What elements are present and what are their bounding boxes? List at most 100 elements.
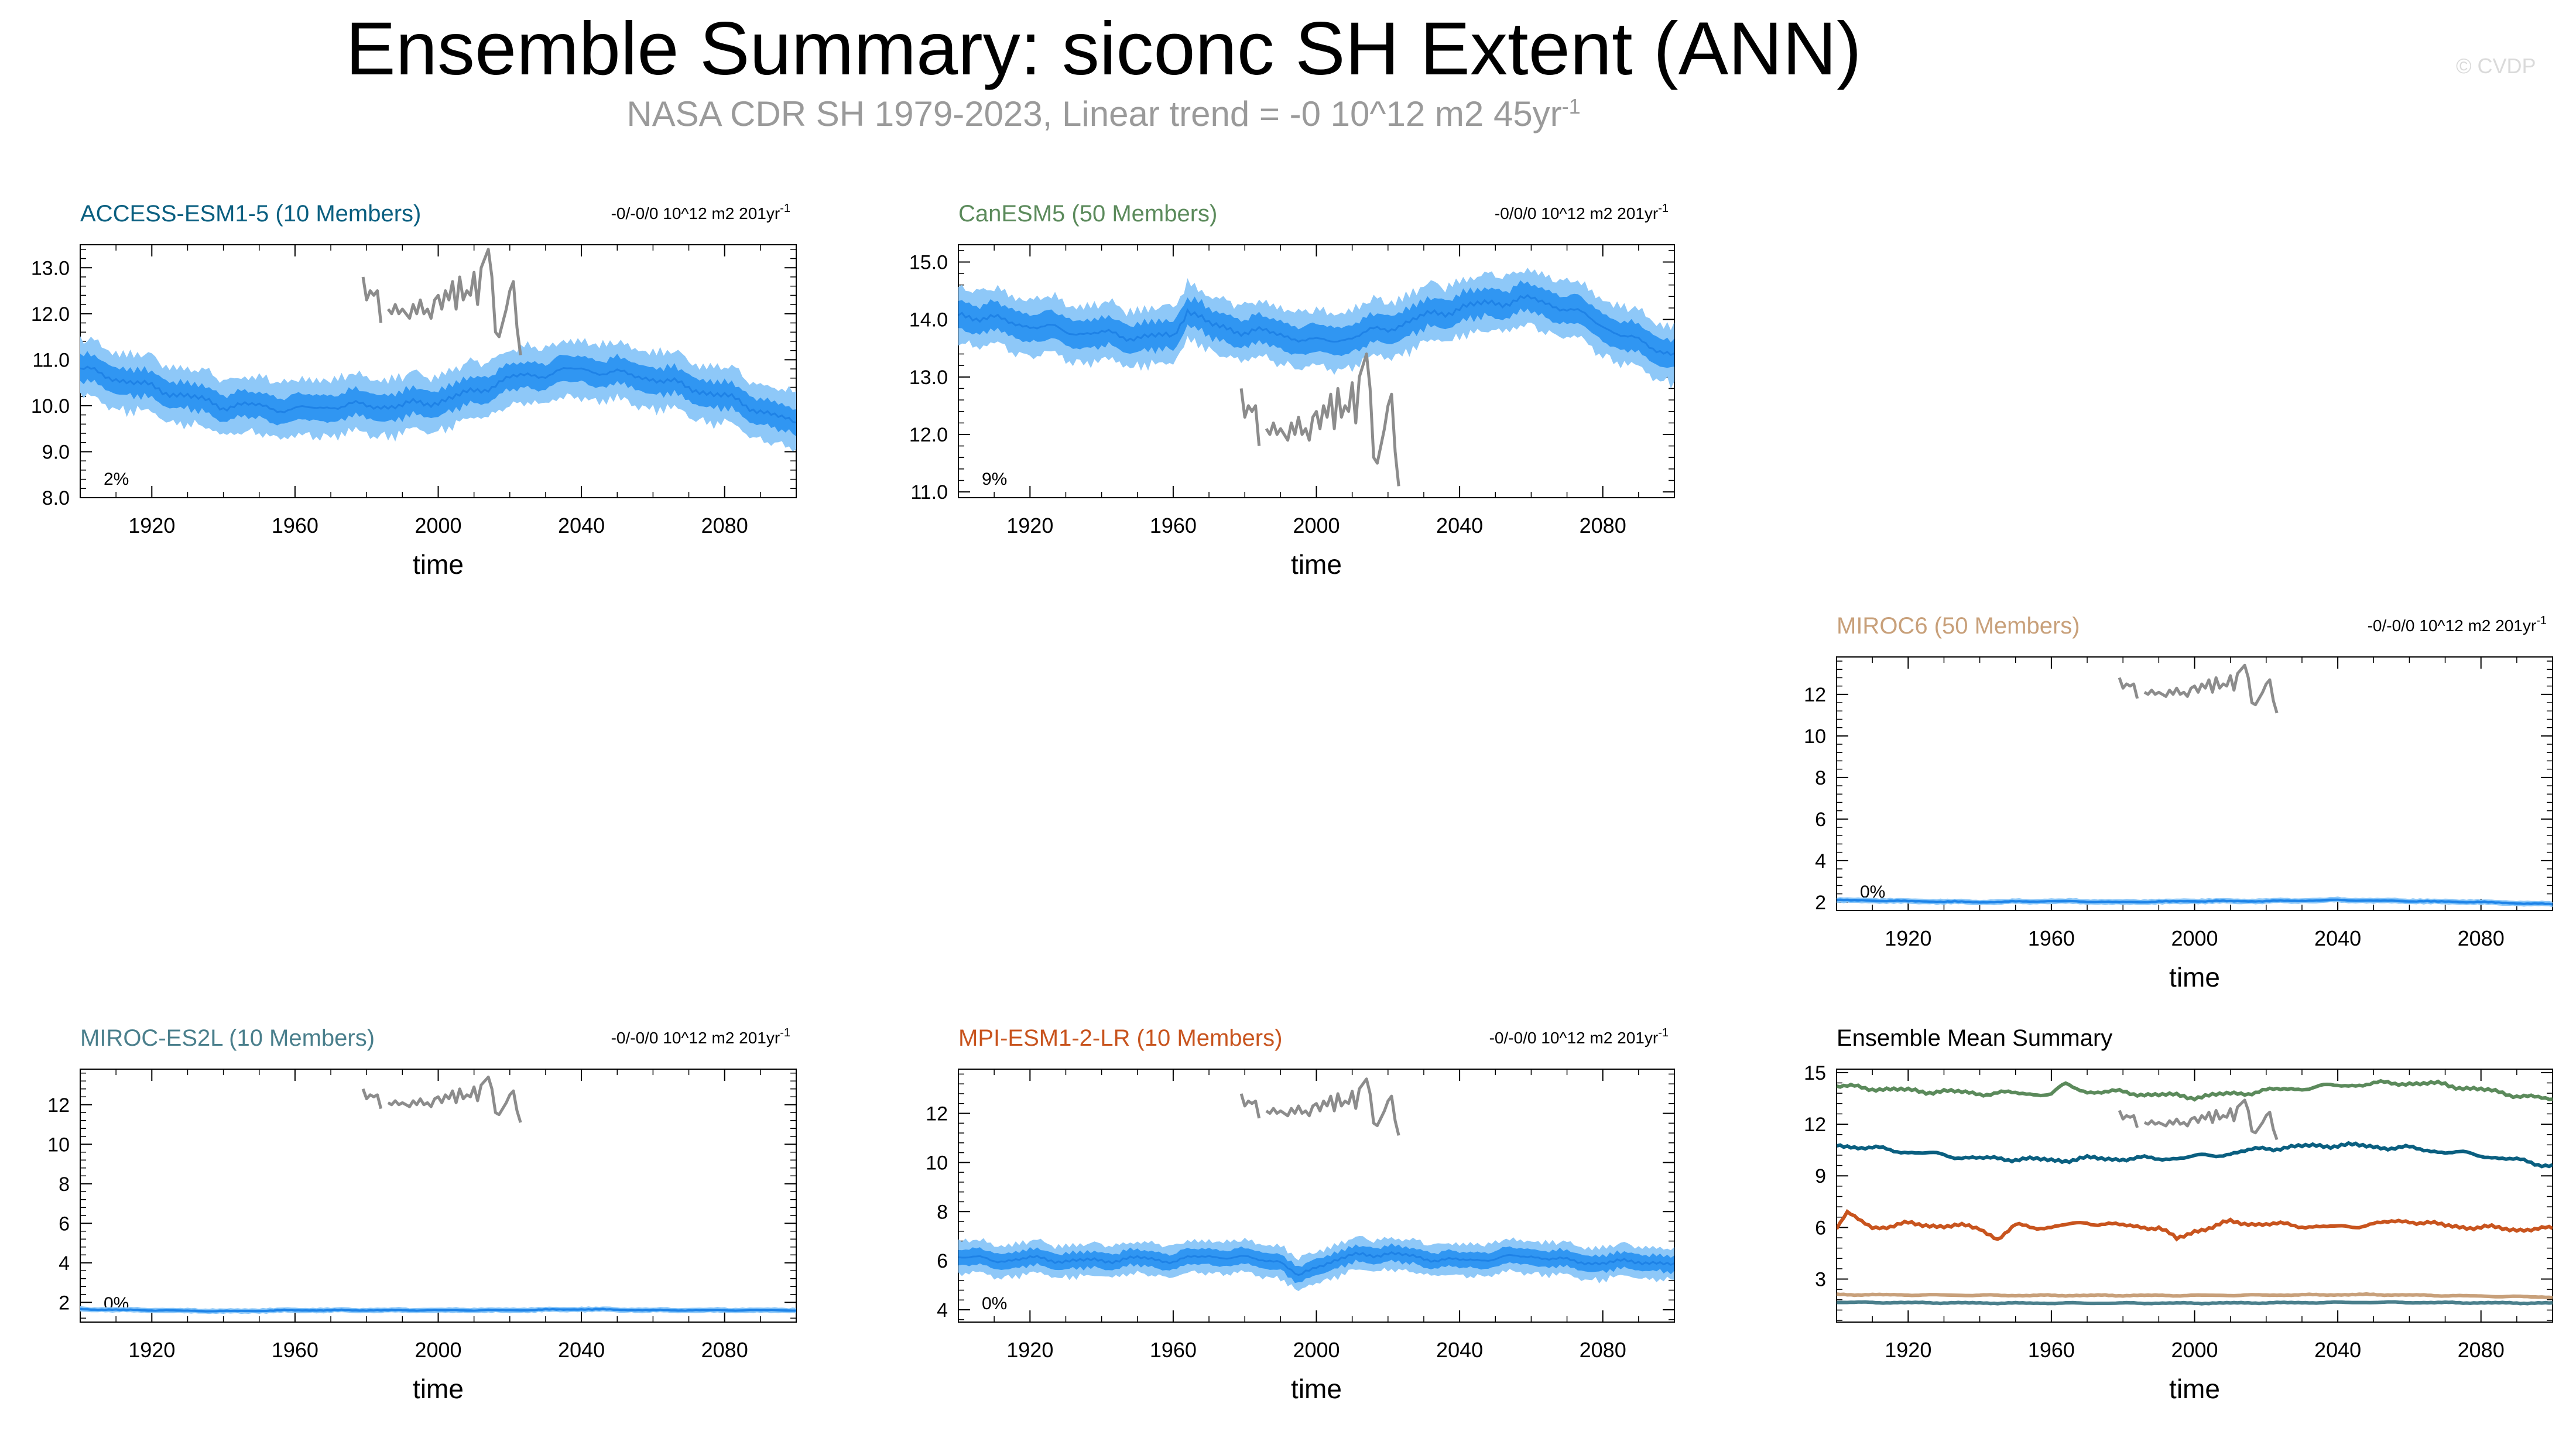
- x-tick-label: 1920: [128, 513, 175, 538]
- x-tick-label: 2080: [701, 513, 748, 538]
- x-tick-label: 2000: [2171, 926, 2218, 950]
- x-tick-label: 2040: [1436, 513, 1483, 538]
- observed-line: [1241, 354, 1399, 487]
- trend-label-superscript: -1: [1658, 1026, 1669, 1039]
- chart-summary: 1920 1960 2000 2040 2080 3 6 9 12 15 time Ensemble …: [1804, 1025, 2553, 1404]
- y-tick-label: 8: [937, 1201, 948, 1223]
- x-tick-label: 1920: [1006, 1338, 1053, 1362]
- x-tick-label: 2040: [1436, 1338, 1483, 1362]
- plot-area: [80, 1077, 796, 1314]
- observed-line: [1241, 1079, 1399, 1135]
- x-axis-label: time: [1291, 549, 1342, 580]
- y-tick-label: 15.0: [909, 251, 948, 273]
- x-tick-label: 2000: [2171, 1338, 2218, 1362]
- x-tick-label: 1960: [2028, 926, 2075, 950]
- x-tick-label: 1920: [128, 1338, 175, 1362]
- y-tick-label: 12: [1804, 684, 1826, 706]
- x-axis-label: time: [413, 1374, 464, 1404]
- trend-label-text: -0/-0/0 10^12 m2 201yr: [611, 204, 780, 222]
- summary-line-canesm5: [1837, 1081, 2553, 1100]
- y-tick-label: 12.0: [909, 424, 948, 446]
- trend-label: -0/-0/0 10^12 m2 201yr-1: [611, 1026, 790, 1047]
- x-tick-label: 2000: [415, 1338, 461, 1362]
- percent-label: 0%: [982, 1294, 1007, 1313]
- x-tick-label: 2080: [2458, 1338, 2505, 1362]
- x-tick-label: 1920: [1006, 513, 1053, 538]
- y-tick-label: 11.0: [32, 349, 70, 371]
- x-tick-label: 1960: [1150, 1338, 1197, 1362]
- chart-miroces2l: 1920 1960 2000 2040 2080 2 4 6 8 10 12 time MIROC-ES…: [47, 1025, 796, 1404]
- summary-line-access-esm1-5: [1837, 1143, 2553, 1166]
- x-tick-label: 1960: [272, 513, 318, 538]
- y-tick-label: 2: [59, 1292, 70, 1314]
- plot-frame: [958, 1069, 1674, 1322]
- x-tick-label: 1960: [272, 1338, 318, 1362]
- trend-label-text: -0/0/0 10^12 m2 201yr: [1495, 204, 1658, 222]
- trend-label: -0/0/0 10^12 m2 201yr-1: [1495, 202, 1669, 222]
- y-tick-label: 6: [937, 1250, 948, 1272]
- y-tick-label: 14.0: [909, 309, 948, 331]
- percent-label: 9%: [982, 470, 1007, 489]
- plot-area: [958, 268, 1674, 486]
- trend-label: -0/-0/0 10^12 m2 201yr-1: [2368, 614, 2547, 635]
- x-tick-label: 2040: [2314, 926, 2361, 950]
- y-tick-label: 9.0: [42, 441, 70, 463]
- y-tick-label: 12: [926, 1103, 948, 1125]
- y-tick-label: 8: [59, 1173, 70, 1196]
- chart-mpiesm: 1920 1960 2000 2040 2080 4 6 8 10 12 time MPI-ESM1-…: [926, 1025, 1674, 1404]
- trend-label-superscript: -1: [780, 1026, 790, 1039]
- y-tick-label: 4: [59, 1252, 70, 1275]
- x-axis-label: time: [2169, 962, 2220, 992]
- x-tick-label: 1960: [2028, 1338, 2075, 1362]
- chart-title: MIROC-ES2L (10 Members): [80, 1025, 375, 1051]
- figure: Ensemble Summary: siconc SH Extent (ANN)…: [0, 0, 2576, 1431]
- chart-miroc6: 1920 1960 2000 2040 2080 2 4 6 8 10 12 time MIROC6 (…: [1804, 613, 2553, 992]
- trend-label-text: -0/-0/0 10^12 m2 201yr: [2368, 617, 2537, 635]
- x-tick-label: 2000: [1293, 1338, 1340, 1362]
- y-tick-label: 10: [926, 1152, 948, 1174]
- y-tick-label: 4: [1815, 850, 1826, 872]
- y-tick-label: 8: [1815, 767, 1826, 789]
- chart-title: ACCESS-ESM1-5 (10 Members): [80, 201, 421, 227]
- y-tick-label: 6: [1815, 1217, 1826, 1239]
- y-tick-label: 12: [1804, 1114, 1826, 1136]
- plot-area: [80, 249, 796, 451]
- x-tick-label: 2040: [558, 513, 605, 538]
- y-tick-label: 10: [1804, 725, 1826, 748]
- observed-line: [2119, 1100, 2277, 1140]
- trend-label-text: -0/-0/0 10^12 m2 201yr: [611, 1029, 780, 1047]
- observed-line: [363, 1077, 520, 1123]
- x-tick-label: 2080: [2458, 926, 2505, 950]
- trend-label-text: -0/-0/0 10^12 m2 201yr: [1489, 1029, 1659, 1047]
- y-tick-label: 12.0: [31, 303, 70, 326]
- y-tick-label: 6: [1815, 809, 1826, 831]
- y-tick-label: 9: [1815, 1165, 1826, 1187]
- y-tick-label: 13.0: [31, 257, 70, 279]
- plot-area: [1837, 665, 2553, 907]
- y-tick-label: 3: [1815, 1269, 1826, 1291]
- chart-title: MIROC6 (50 Members): [1837, 613, 2080, 639]
- x-tick-label: 2040: [2314, 1338, 2361, 1362]
- plots-svg: 1920 1960 2000 2040 2080 8.0 9.0 10.0 11.0 12.0 13…: [0, 0, 2576, 1431]
- chart-title: MPI-ESM1-2-LR (10 Members): [958, 1025, 1282, 1051]
- x-tick-label: 2000: [1293, 513, 1340, 538]
- y-tick-label: 12: [47, 1094, 70, 1117]
- y-tick-label: 10: [47, 1134, 70, 1156]
- chart-title: Ensemble Mean Summary: [1837, 1025, 2112, 1051]
- trend-label: -0/-0/0 10^12 m2 201yr-1: [1489, 1026, 1669, 1047]
- trend-label-superscript: -1: [780, 202, 790, 215]
- summary-line-miroc-es2l: [1837, 1302, 2553, 1304]
- x-tick-label: 1920: [1885, 926, 1931, 950]
- y-tick-label: 8.0: [42, 487, 70, 509]
- x-tick-label: 2080: [1580, 1338, 1626, 1362]
- x-axis-label: time: [1291, 1374, 1342, 1404]
- y-tick-label: 11.0: [910, 481, 948, 504]
- plot-area: [958, 1079, 1674, 1291]
- summary-line-miroc6: [1837, 1294, 2553, 1298]
- x-tick-label: 1960: [1150, 513, 1197, 538]
- y-tick-label: 10.0: [31, 395, 70, 417]
- x-tick-label: 1920: [1885, 1338, 1931, 1362]
- plot-frame: [80, 1069, 796, 1322]
- trend-label-superscript: -1: [1658, 202, 1669, 215]
- y-tick-label: 13.0: [909, 367, 948, 389]
